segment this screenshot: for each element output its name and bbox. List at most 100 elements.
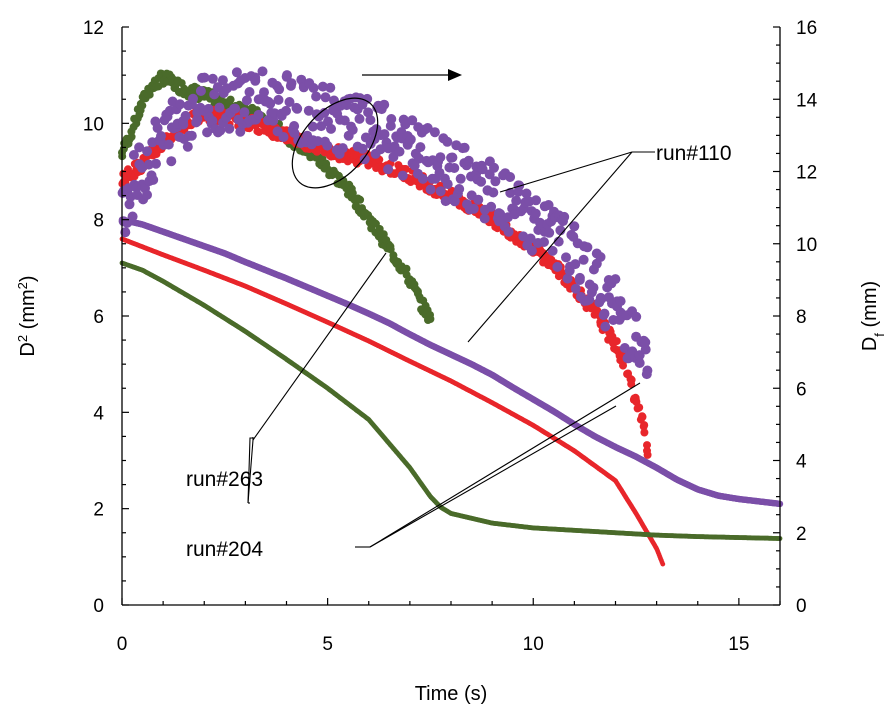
data-point bbox=[600, 321, 611, 332]
leader-bracket bbox=[247, 437, 253, 504]
data-point bbox=[152, 123, 163, 133]
data-point bbox=[559, 211, 570, 222]
y-title-unit-sup: 2 bbox=[15, 282, 30, 289]
data-point bbox=[531, 195, 541, 206]
data-point bbox=[511, 195, 522, 206]
data-point bbox=[322, 140, 333, 151]
y-tick-label: 10 bbox=[83, 114, 104, 135]
leader-line bbox=[369, 382, 641, 548]
x-tick-label: 5 bbox=[322, 634, 333, 655]
data-point bbox=[407, 115, 418, 126]
axes: 0 2 4 6 8 10 12 0 2 4 6 8 10 12 14 16 0 5 10 15 bbox=[83, 18, 818, 655]
data-point bbox=[505, 187, 516, 198]
y2-tick-label: 10 bbox=[796, 235, 817, 256]
data-point bbox=[505, 172, 516, 182]
data-point bbox=[599, 308, 610, 319]
data-point bbox=[307, 121, 318, 132]
data-point bbox=[278, 132, 289, 142]
data-point bbox=[473, 194, 484, 205]
data-point bbox=[265, 98, 276, 109]
data-point bbox=[619, 343, 630, 353]
y-title-sup: 2 bbox=[15, 335, 30, 342]
data-point bbox=[397, 170, 408, 181]
data-point bbox=[578, 254, 589, 265]
data-point bbox=[544, 227, 555, 238]
data-point bbox=[250, 75, 261, 86]
data-point bbox=[175, 99, 185, 110]
leader-line bbox=[499, 151, 633, 193]
data-point bbox=[235, 126, 246, 137]
y-tick-label: 0 bbox=[93, 596, 104, 617]
data-point bbox=[612, 337, 621, 346]
data-point bbox=[188, 93, 198, 104]
data-point bbox=[449, 163, 460, 173]
data-point bbox=[435, 152, 446, 163]
y2-tick-label: 6 bbox=[796, 379, 807, 400]
data-point bbox=[615, 296, 626, 307]
data-point bbox=[312, 136, 323, 147]
data-point bbox=[595, 252, 606, 262]
data-point bbox=[552, 261, 563, 272]
leader-line bbox=[467, 151, 633, 343]
data-point bbox=[214, 102, 225, 113]
data-point bbox=[383, 164, 394, 175]
data-point bbox=[379, 129, 390, 140]
annotation-run110: run#110 bbox=[656, 142, 732, 165]
data-point bbox=[660, 561, 666, 567]
x-axis-title: Time (s) bbox=[415, 683, 488, 705]
data-point bbox=[449, 196, 460, 207]
data-point bbox=[180, 110, 191, 121]
leader-lines bbox=[247, 151, 655, 548]
y2-tick-label: 8 bbox=[796, 307, 807, 328]
data-point bbox=[415, 142, 426, 153]
data-point bbox=[241, 95, 252, 106]
data-point bbox=[643, 441, 651, 450]
data-point bbox=[442, 136, 453, 147]
data-point bbox=[639, 422, 648, 431]
data-point bbox=[429, 127, 440, 138]
data-point bbox=[226, 95, 235, 104]
data-point bbox=[631, 311, 642, 322]
y-tick-label: 4 bbox=[93, 403, 104, 424]
data-point bbox=[142, 146, 153, 157]
data-point bbox=[634, 358, 645, 368]
data-point bbox=[394, 146, 405, 157]
series-run-204-df bbox=[118, 105, 652, 459]
data-point bbox=[134, 142, 145, 153]
y-tick-label: 12 bbox=[83, 18, 104, 39]
data-point bbox=[379, 99, 390, 110]
data-point bbox=[526, 245, 537, 256]
data-point bbox=[215, 125, 226, 136]
data-point bbox=[525, 233, 536, 244]
data-point bbox=[195, 86, 206, 96]
data-point bbox=[643, 450, 652, 459]
data-point bbox=[253, 109, 264, 120]
data-point bbox=[362, 93, 373, 104]
y2-tick-label: 0 bbox=[796, 596, 807, 617]
x-tick-label: 0 bbox=[117, 634, 128, 655]
data-point bbox=[348, 189, 357, 198]
data-point bbox=[142, 189, 152, 200]
data-point bbox=[244, 87, 255, 97]
data-point bbox=[347, 124, 358, 135]
data-point bbox=[642, 365, 653, 376]
data-point bbox=[289, 121, 300, 131]
y2-tick-label: 12 bbox=[796, 163, 817, 184]
data-point bbox=[476, 176, 487, 187]
leader-line bbox=[369, 405, 617, 548]
data-point bbox=[530, 208, 541, 219]
data-point bbox=[488, 187, 499, 198]
y2-title-base: D bbox=[859, 337, 881, 351]
data-point bbox=[503, 226, 514, 237]
data-point bbox=[479, 213, 490, 224]
data-point bbox=[375, 144, 386, 155]
data-point bbox=[357, 143, 368, 154]
data-point bbox=[569, 221, 580, 232]
data-point bbox=[128, 150, 139, 160]
data-point bbox=[363, 107, 374, 118]
data-point bbox=[365, 115, 376, 125]
data-point bbox=[239, 107, 250, 118]
data-point bbox=[207, 115, 218, 126]
data-point bbox=[273, 94, 284, 105]
series-run-110-d- bbox=[118, 216, 784, 508]
